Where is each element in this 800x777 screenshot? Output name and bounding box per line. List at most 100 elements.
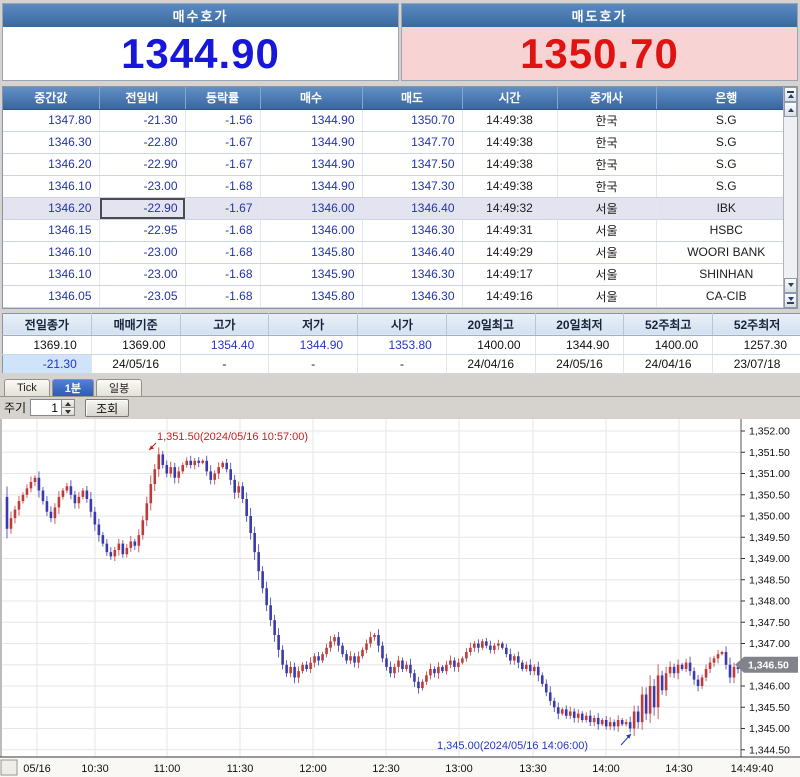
trade-cell[interactable]: 1344.90 [260,109,363,132]
trade-cell[interactable]: -1.68 [185,285,261,308]
chart-svg[interactable]: 1,352.00 1,351.50 1,351.00 1,350.50 1,350.00… [0,419,800,777]
column-header[interactable]: 중간값 [3,87,100,110]
trade-cell[interactable]: 1346.30 [362,219,463,242]
trade-cell[interactable]: 14:49:16 [462,285,558,308]
trade-cell[interactable]: 1346.00 [260,197,363,220]
tab-daily[interactable]: 일봉 [96,378,143,396]
trade-cell[interactable]: 1346.10 [3,241,100,264]
hscroll-corner-box[interactable] [0,759,18,776]
column-header[interactable]: 매수 [260,87,363,110]
trade-cell[interactable]: SHINHAN [656,263,797,286]
scroll-up-button[interactable] [784,102,797,117]
trade-row[interactable]: 1346.05 -23.05 -1.68 1345.80 1346.30 14:49:16… [3,285,797,308]
trade-cell[interactable]: 1347.30 [362,175,463,198]
column-header[interactable]: 중개사 [557,87,657,110]
scrollbar-track[interactable] [784,117,797,278]
scroll-down-button[interactable] [784,277,797,293]
trade-cell[interactable]: 14:49:29 [462,241,558,264]
trade-cell[interactable]: -1.67 [185,197,261,220]
trade-row[interactable]: 1346.10 -23.00 -1.68 1344.90 1347.30 14:49:38… [3,175,797,198]
trade-cell[interactable]: 1346.10 [3,175,100,198]
trade-cell[interactable]: S.G [656,153,797,176]
query-button[interactable]: 조회 [85,398,130,417]
trade-row[interactable]: 1346.10 -23.00 -1.68 1345.80 1346.40 14:49:29… [3,241,797,264]
period-decrement-button[interactable] [62,407,75,415]
tab-tick[interactable]: Tick [4,378,50,396]
trade-cell[interactable]: -22.95 [99,219,186,242]
trade-cell[interactable]: 한국 [557,153,657,176]
trade-row[interactable]: 1346.20 -22.90 -1.67 1346.00 1346.40 14:49:32… [3,197,797,220]
trade-cell[interactable]: -1.67 [185,153,261,176]
trade-cell[interactable]: 14:49:31 [462,219,558,242]
period-input[interactable] [31,400,62,415]
trade-cell[interactable]: -23.00 [99,263,186,286]
trade-cell[interactable]: CA-CIB [656,285,797,308]
trade-cell[interactable]: 1346.15 [3,219,100,242]
column-header[interactable]: 시간 [462,87,558,110]
trade-cell[interactable]: 1345.90 [260,263,363,286]
trade-cell[interactable]: 14:49:38 [462,153,558,176]
trade-cell[interactable]: 한국 [557,109,657,132]
trade-cell[interactable]: -22.90 [99,197,186,220]
trade-cell[interactable]: 1344.90 [260,131,363,154]
trade-cell[interactable]: -22.90 [99,153,186,176]
trade-cell[interactable]: S.G [656,131,797,154]
trade-cell[interactable]: 1347.70 [362,131,463,154]
trade-cell[interactable]: -1.68 [185,219,261,242]
trade-cell[interactable]: 1346.40 [362,241,463,264]
trade-cell[interactable]: 서울 [557,197,657,220]
trade-cell[interactable]: -1.68 [185,175,261,198]
period-increment-button[interactable] [62,400,75,407]
trade-cell[interactable]: 1350.70 [362,109,463,132]
trade-cell[interactable]: 1346.00 [260,219,363,242]
trade-cell[interactable]: 한국 [557,175,657,198]
trade-row[interactable]: 1346.20 -22.90 -1.67 1344.90 1347.50 14:49:38… [3,153,797,176]
column-header[interactable]: 등락률 [185,87,261,110]
trade-cell[interactable]: 1346.20 [3,197,100,220]
trade-cell[interactable]: -23.00 [99,175,186,198]
trade-cell[interactable]: 서울 [557,241,657,264]
trade-cell[interactable]: 14:49:38 [462,175,558,198]
trade-cell[interactable]: -1.68 [185,241,261,264]
trade-row[interactable]: 1346.30 -22.80 -1.67 1344.90 1347.70 14:49:38… [3,131,797,154]
trade-cell[interactable]: HSBC [656,219,797,242]
trade-cell[interactable]: 1344.90 [260,153,363,176]
trade-row[interactable]: 1346.15 -22.95 -1.68 1346.00 1346.30 14:49:31… [3,219,797,242]
trade-cell[interactable]: -23.05 [99,285,186,308]
trade-row[interactable]: 1347.80 -21.30 -1.56 1344.90 1350.70 14:49:38… [3,109,797,132]
column-header[interactable]: 매도 [362,87,463,110]
trade-cell[interactable]: 1346.10 [3,263,100,286]
trade-cell[interactable]: 1346.30 [362,263,463,286]
trade-cell[interactable]: 한국 [557,131,657,154]
trade-cell[interactable]: 1345.80 [260,285,363,308]
trade-cell[interactable]: 서울 [557,285,657,308]
trade-cell[interactable]: 1347.80 [3,109,100,132]
scroll-to-bottom-button[interactable] [784,292,797,308]
trade-cell[interactable]: S.G [656,175,797,198]
trade-cell[interactable]: 1346.30 [362,285,463,308]
trade-cell[interactable]: IBK [656,197,797,220]
table-scrollbar[interactable] [783,87,797,308]
trade-cell[interactable]: -1.68 [185,263,261,286]
trade-cell[interactable]: 1346.40 [362,197,463,220]
trade-cell[interactable]: 서울 [557,263,657,286]
tab-1min[interactable]: 1분 [51,378,95,396]
trade-cell[interactable]: -22.80 [99,131,186,154]
trade-cell[interactable]: 1346.20 [3,153,100,176]
trade-cell[interactable]: -21.30 [99,109,186,132]
trade-cell[interactable]: -1.67 [185,131,261,154]
trade-cell[interactable]: 14:49:38 [462,131,558,154]
trade-row[interactable]: 1346.10 -23.00 -1.68 1345.90 1346.30 14:49:17… [3,263,797,286]
trade-cell[interactable]: 서울 [557,219,657,242]
scroll-to-top-button[interactable] [784,87,797,102]
trade-cell[interactable]: 1347.50 [362,153,463,176]
trade-cell[interactable]: -23.00 [99,241,186,264]
trade-cell[interactable]: 14:49:32 [462,197,558,220]
trade-cell[interactable]: 14:49:17 [462,263,558,286]
trade-cell[interactable]: 1344.90 [260,175,363,198]
column-header[interactable]: 은행 [656,87,797,110]
trade-cell[interactable]: WOORI BANK [656,241,797,264]
trade-cell[interactable]: 1346.30 [3,131,100,154]
trade-cell[interactable]: -1.56 [185,109,261,132]
trade-cell[interactable]: 1346.05 [3,285,100,308]
